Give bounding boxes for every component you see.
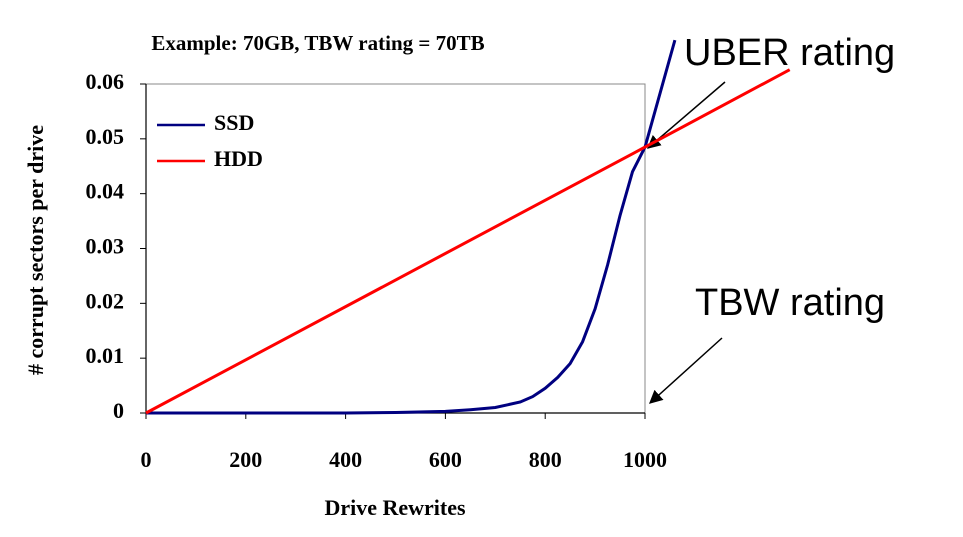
x-tick-label: 600 [429,447,462,472]
annotation: TBW rating [695,282,885,324]
x-tick-label: 400 [329,447,362,472]
x-axis-label: Drive Rewrites [324,495,466,520]
annotation-arrow [648,337,723,404]
x-tick-label: 200 [229,447,262,472]
y-tick-label: 0.04 [86,179,125,204]
series-line [146,39,677,415]
y-tick-label: 0.01 [86,343,125,368]
x-tick-label: 1000 [623,447,667,472]
series-line [145,68,791,415]
y-tick-label: 0.06 [86,69,125,94]
annotation: UBER rating [684,32,895,74]
y-tick-label: 0 [113,398,124,423]
y-tick-label: 0.03 [86,234,125,259]
legend-label: SSD [214,110,254,135]
x-tick-label: 0 [141,447,152,472]
x-tick-label: 800 [529,447,562,472]
y-tick-label: 0.05 [86,124,125,149]
chart-title: Example: 70GB, TBW rating = 70TB [151,31,484,55]
y-tick-label: 0.02 [86,288,125,313]
y-axis-label: # corrupt sectors per drive [23,125,48,375]
legend-label: HDD [214,146,263,171]
